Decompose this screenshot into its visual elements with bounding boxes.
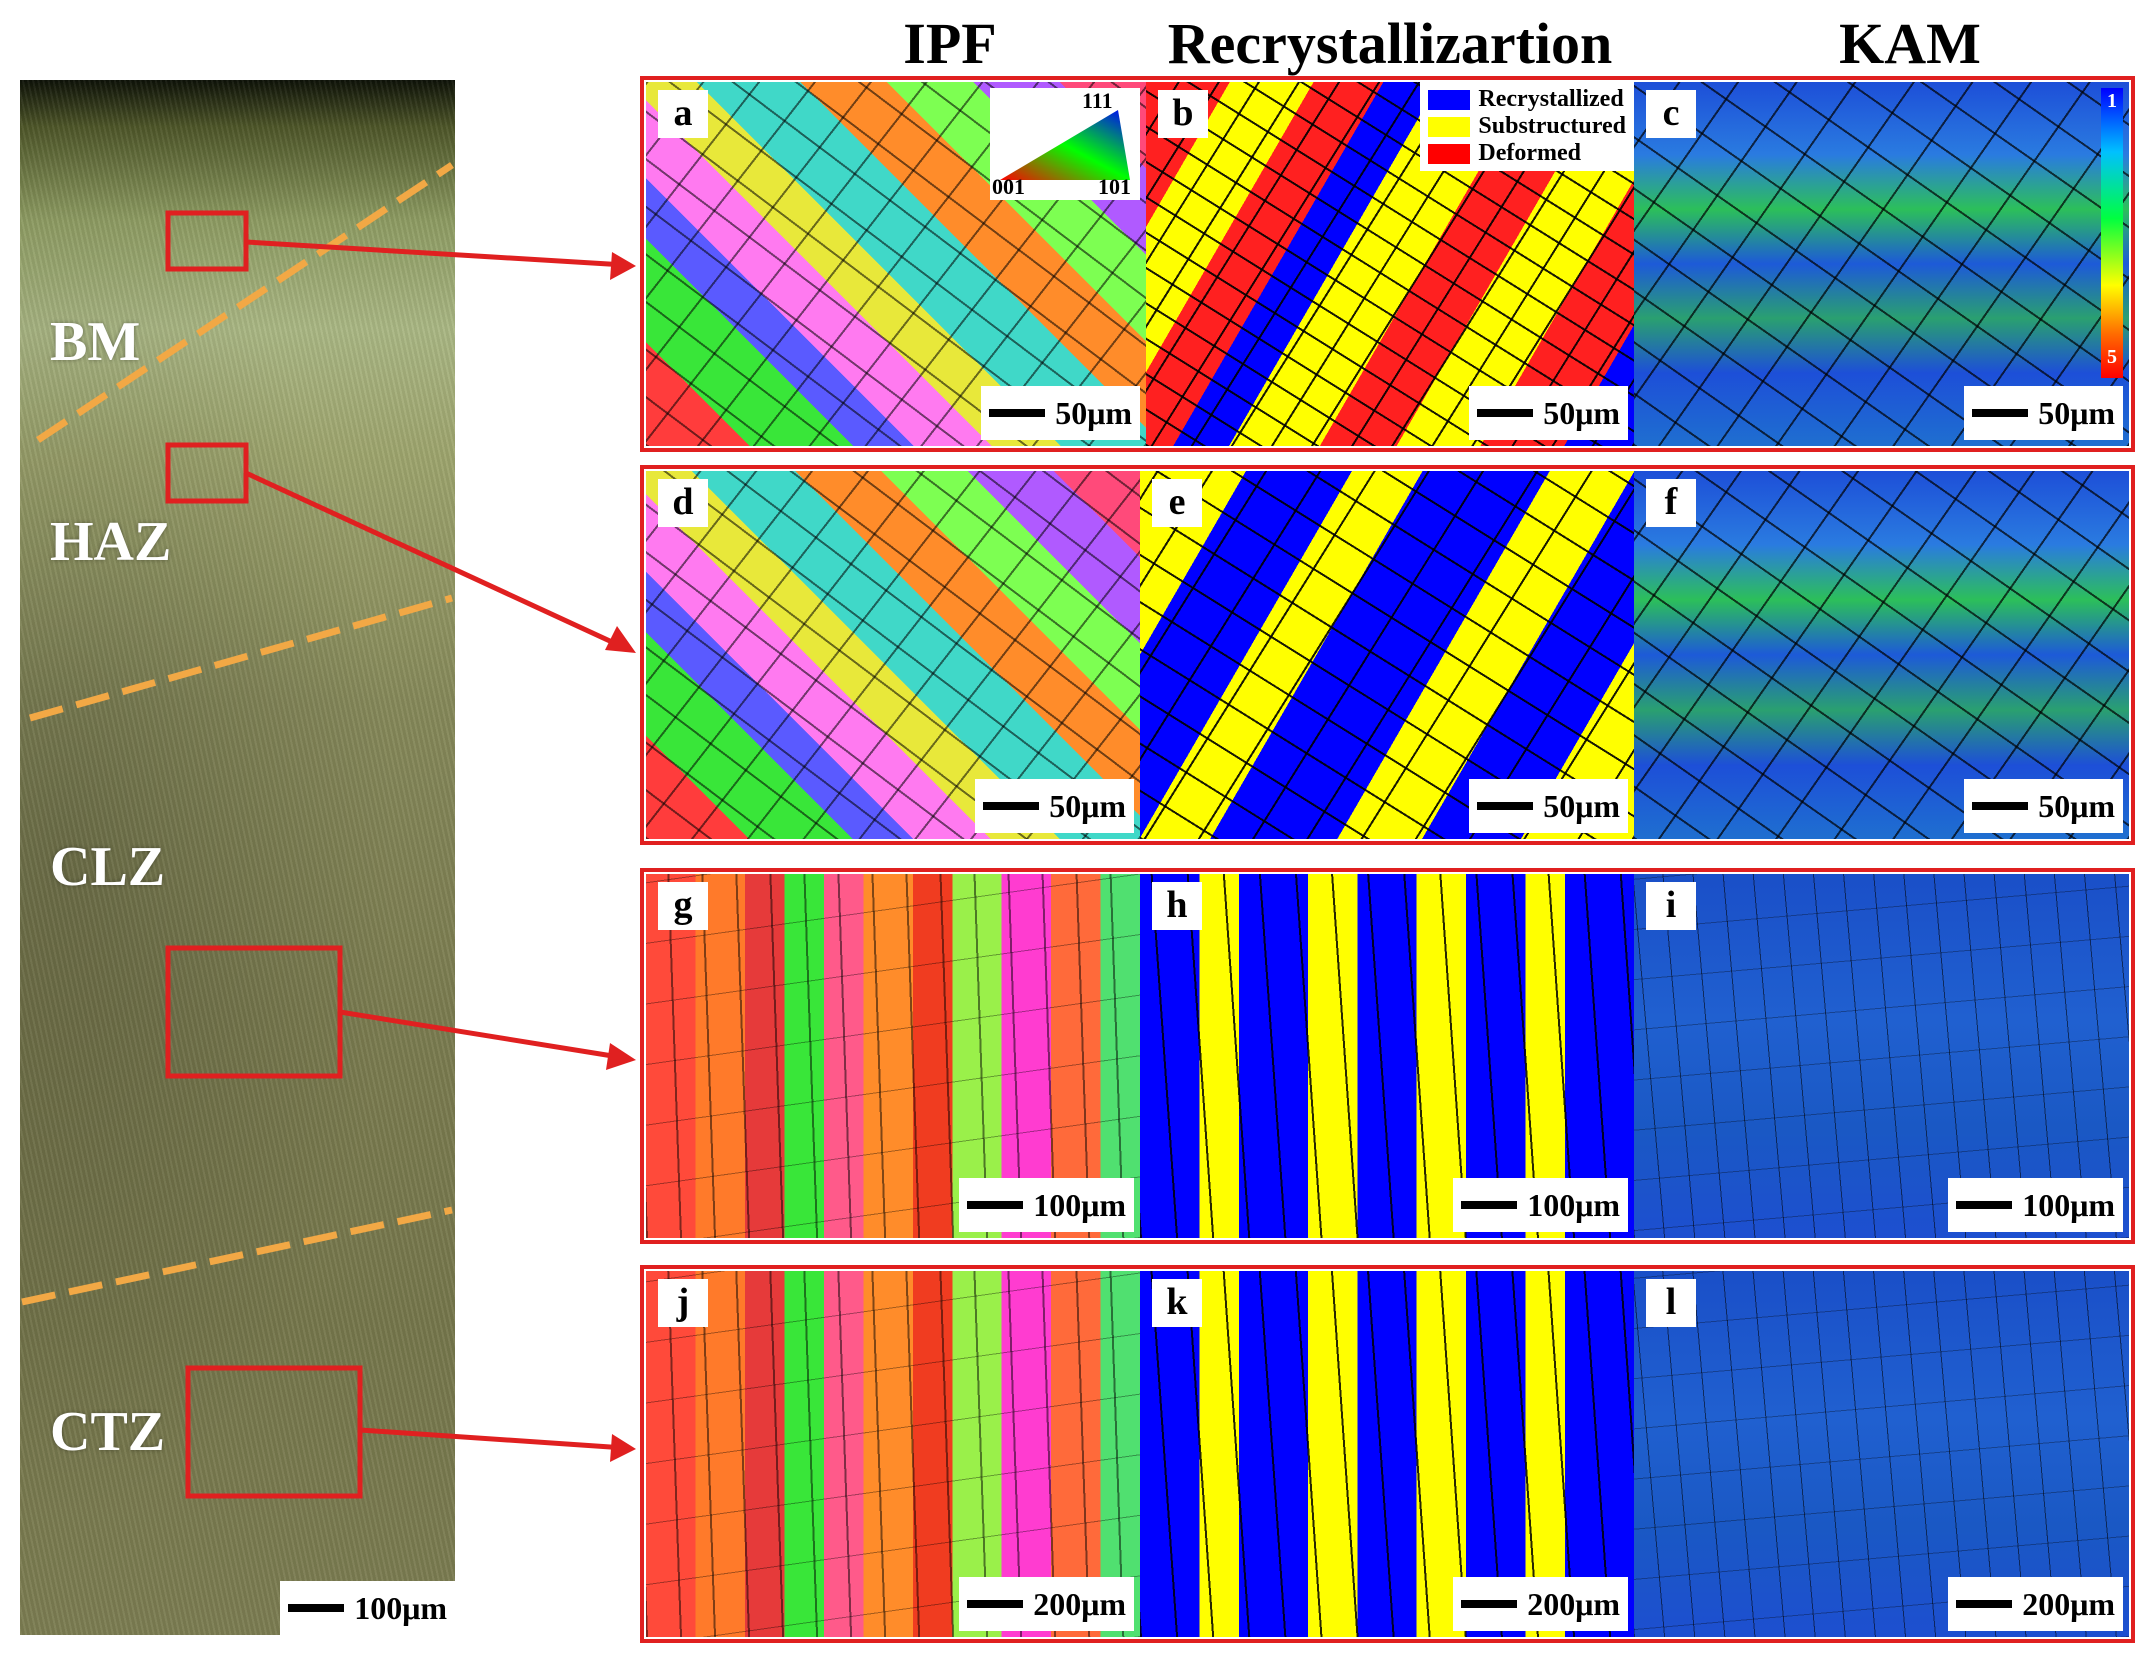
zone-label-haz: HAZ (50, 511, 172, 573)
arrow-head-ctz (610, 1434, 636, 1462)
scale-bar: 50μm (981, 386, 1140, 440)
panel-letter: i (1646, 882, 1696, 930)
panel-letter: g (658, 882, 708, 930)
legend-item-recrystallized: Recrystallized (1428, 86, 1626, 113)
panel-b: b Recrystallized Substructured Deformed … (1146, 82, 1634, 446)
row-frame-ctz (640, 1265, 2135, 1643)
panel-letter: c (1646, 90, 1696, 138)
panel-d: d 50μm (646, 471, 1140, 839)
panel-f: f 50μm (1634, 471, 2129, 839)
panel-letter: h (1152, 882, 1202, 930)
scale-bar: 200μm (1948, 1577, 2123, 1631)
panel-i: i 100μm (1634, 874, 2129, 1238)
header-ipf: IPF (903, 11, 997, 76)
header-recrystallization: Recrystallizartion (1167, 11, 1613, 76)
panel-letter: a (658, 90, 708, 138)
region-box-bm (165, 210, 249, 272)
panel-letter: l (1646, 1279, 1696, 1327)
panel-letter: b (1158, 90, 1208, 138)
boundary-haz-clz (29, 594, 453, 722)
region-box-haz (165, 442, 249, 504)
boundary-bm-haz (36, 162, 454, 443)
ipf-label-001: 001 (992, 174, 1025, 199)
scale-bar: 200μm (1453, 1577, 1628, 1631)
zone-label-ctz: CTZ (50, 1401, 166, 1463)
panel-a: a 111 001 101 50μm (646, 82, 1146, 446)
ipf-label-101: 101 (1098, 174, 1131, 199)
arrow-head-haz (605, 626, 636, 653)
legend-item-substructured: Substructured (1428, 113, 1626, 140)
ipf-triangle-key: 111 001 101 (990, 88, 1140, 200)
panel-letter: f (1646, 479, 1696, 527)
row-frame-bm (640, 76, 2135, 452)
header-kam: KAM (1839, 11, 1981, 76)
scale-bar: 200μm (959, 1577, 1134, 1631)
panel-letter: j (658, 1279, 708, 1327)
kam-colorbar (2101, 88, 2123, 378)
arrow-head-bm (610, 252, 636, 280)
scale-bar: 50μm (1469, 386, 1628, 440)
kam-colorbar-min: 1 (2107, 90, 2117, 112)
boundary-clz-ctz (21, 1206, 453, 1306)
panel-k: k 200μm (1140, 1271, 1634, 1637)
recrystallization-legend: Recrystallized Substructured Deformed (1420, 82, 1634, 171)
scale-bar: 100μm (959, 1178, 1134, 1232)
arrow-clz (339, 1009, 626, 1061)
zone-label-clz: CLZ (50, 836, 166, 898)
ipf-label-111: 111 (1082, 88, 1113, 113)
optical-micrograph: BM HAZ CLZ CTZ 100μm (20, 80, 455, 1635)
row-frame-clz (640, 868, 2135, 1244)
region-box-clz (165, 945, 343, 1079)
panel-letter: d (658, 479, 708, 527)
scale-bar: 50μm (1964, 779, 2123, 833)
panel-j: j 200μm (646, 1271, 1140, 1637)
region-box-ctz (185, 1365, 363, 1499)
scale-bar: 100μm (1453, 1178, 1628, 1232)
panel-letter: k (1152, 1279, 1202, 1327)
panel-letter: e (1152, 479, 1202, 527)
scale-bar: 50μm (975, 779, 1134, 833)
panel-c: c 1 5 50μm (1634, 82, 2129, 446)
panel-g: g 100μm (646, 874, 1140, 1238)
scale-bar: 50μm (1469, 779, 1628, 833)
panel-h: h 100μm (1140, 874, 1634, 1238)
zone-label-bm: BM (50, 311, 141, 373)
panel-l: l 200μm (1634, 1271, 2129, 1637)
legend-item-deformed: Deformed (1428, 140, 1626, 167)
scale-bar: 50μm (1964, 386, 2123, 440)
arrow-ctz (359, 1427, 626, 1451)
kam-colorbar-max: 5 (2107, 346, 2117, 368)
panel-e: e 50μm (1140, 471, 1634, 839)
micrograph-scale-bar: 100μm (280, 1581, 455, 1635)
arrow-head-clz (606, 1043, 636, 1070)
arrow-haz (244, 470, 627, 651)
row-frame-haz (640, 465, 2135, 845)
ipf-triangle-icon (1000, 110, 1130, 180)
arrow-bm (245, 239, 626, 268)
scale-bar: 100μm (1948, 1178, 2123, 1232)
